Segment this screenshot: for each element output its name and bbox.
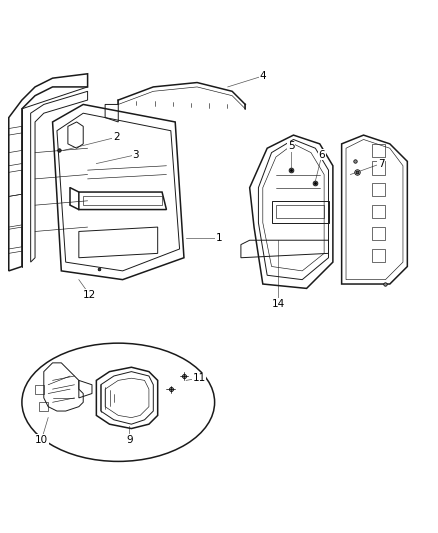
Text: 10: 10 (35, 434, 48, 445)
Text: 5: 5 (288, 141, 295, 151)
Text: 3: 3 (132, 150, 139, 160)
Text: 12: 12 (83, 290, 96, 300)
Text: 2: 2 (113, 132, 120, 142)
Text: 7: 7 (378, 159, 385, 168)
Text: 6: 6 (318, 150, 325, 160)
Text: 14: 14 (272, 298, 285, 309)
Text: 1: 1 (215, 233, 223, 243)
Text: 4: 4 (259, 71, 266, 81)
Text: 9: 9 (126, 434, 133, 445)
Text: 11: 11 (193, 373, 206, 383)
